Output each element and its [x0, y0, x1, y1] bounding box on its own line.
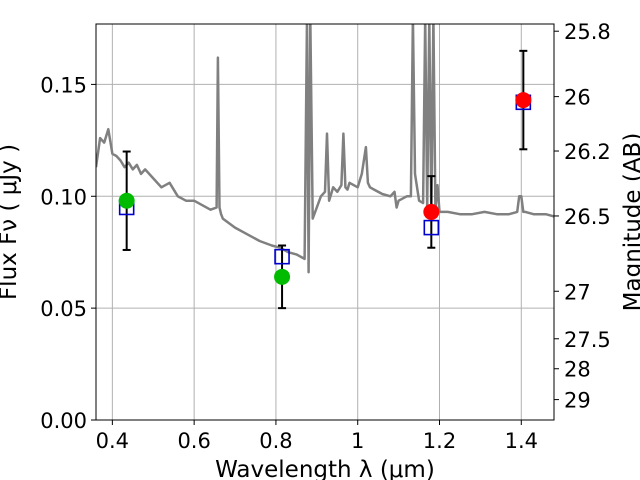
x-tick-label: 0.6: [177, 429, 210, 453]
x-axis-label: Wavelength λ (μm): [215, 457, 435, 480]
x-tick-label: 1.4: [505, 429, 538, 453]
y2-tick-label: 26.5: [564, 205, 611, 229]
y2-tick-label: 28: [564, 358, 591, 382]
axes: 0.4 0.6 0.8 1 1.2 1.4 0.00 0.05 0.10 0.15 25.8 26 26…: [40, 20, 611, 453]
observed-point: [515, 92, 532, 109]
plot-frame: [95, 23, 555, 421]
y2-axis-label: Magnitude (AB): [620, 133, 640, 312]
model-square-point: [423, 219, 440, 236]
x-tick-label: 0.8: [259, 429, 292, 453]
y2-tick-label: 26.2: [564, 140, 611, 164]
y-tick-label: 0.15: [40, 73, 87, 97]
y-tick-label: 0.00: [40, 409, 87, 433]
observed-point: [118, 192, 135, 209]
y2-tick-label: 27: [564, 280, 591, 304]
y2-tick-label: 26: [564, 86, 591, 110]
grid: [96, 24, 554, 421]
x-tick-label: 1: [351, 429, 364, 453]
x-tick-label: 0.4: [96, 429, 129, 453]
y-tick-label: 0.05: [40, 297, 87, 321]
plot-area: [96, 24, 554, 310]
y2-tick-label: 27.5: [564, 328, 611, 352]
spectrum-line: [96, 24, 554, 274]
y2-tick-label: 29: [564, 389, 591, 413]
observed-point: [274, 268, 291, 285]
observed-point: [423, 203, 440, 220]
y-axis-label: Flux Fν ( μJy ): [0, 144, 22, 300]
y2-tick-label: 25.8: [564, 20, 611, 44]
model-square-point: [274, 248, 290, 265]
x-tick-label: 1.2: [423, 429, 456, 453]
y-tick-label: 0.10: [40, 185, 87, 209]
